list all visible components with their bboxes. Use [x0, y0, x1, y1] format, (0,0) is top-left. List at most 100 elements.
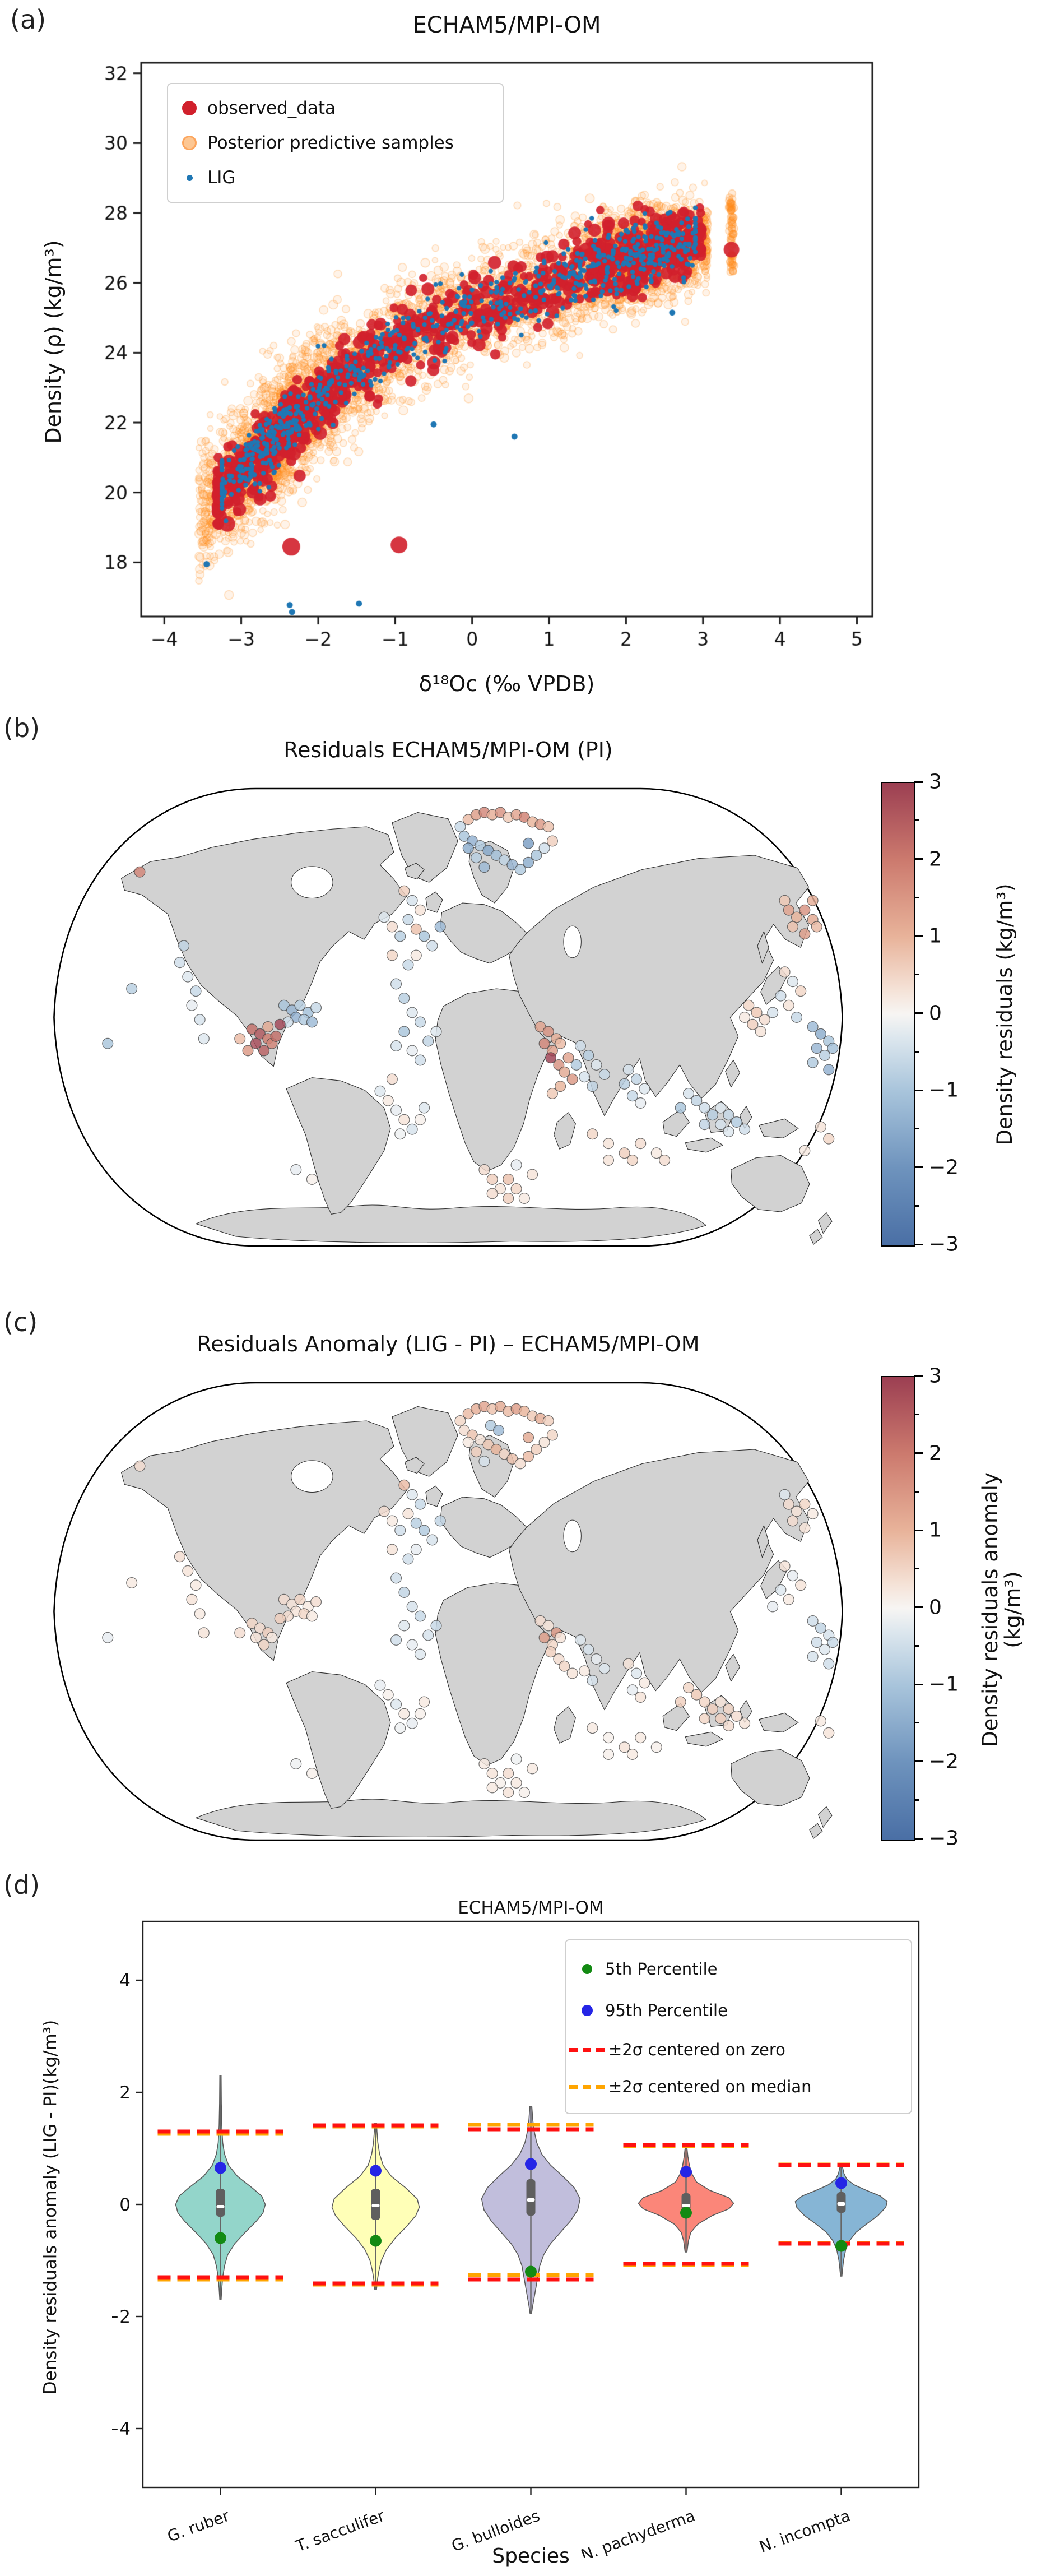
map-data-point: [479, 1759, 490, 1769]
map-data-point: [427, 1535, 438, 1545]
colorbar-tick-mark: [914, 1375, 923, 1377]
map-data-point: [187, 1000, 197, 1011]
colorbar-tick-mark: [914, 858, 923, 860]
lake: [291, 1461, 333, 1493]
lake: [291, 867, 333, 898]
map-data-point: [431, 1026, 441, 1037]
map-data-point: [759, 1014, 770, 1025]
map-data-point: [527, 1169, 538, 1180]
map-data-point: [190, 986, 201, 997]
map-data-point: [827, 1043, 838, 1054]
map-data-point: [575, 1041, 586, 1051]
map-data-point: [583, 1050, 594, 1061]
map-data-point: [627, 1749, 638, 1760]
map-data-point: [807, 1616, 818, 1627]
map-data-point: [391, 1573, 402, 1583]
world-map-residuals-pi: [48, 779, 849, 1255]
map-data-point: [799, 1146, 810, 1156]
colorbar-tick-mark: [914, 1683, 923, 1685]
map-data-point: [471, 853, 482, 863]
map-data-point: [543, 1026, 554, 1037]
colorbar-tick-label: 0: [929, 1596, 942, 1619]
colorbar-tick-mark: [914, 781, 923, 783]
legend-label: 95th Percentile: [605, 2001, 728, 2020]
panel-c-tag: (c): [3, 1307, 38, 1337]
map-data-point: [243, 1045, 253, 1056]
map-data-point: [619, 1742, 630, 1753]
map-data-point: [395, 931, 406, 942]
map-data-point: [511, 1778, 522, 1789]
continent-landmass: [196, 1205, 706, 1243]
continent-landmass: [392, 813, 458, 883]
map-data-point: [395, 1129, 406, 1139]
continent-landmass: [405, 1457, 424, 1473]
map-data-point: [391, 1635, 402, 1646]
map-data-point: [419, 1102, 430, 1113]
map-data-point: [783, 1499, 794, 1509]
map-data-point: [415, 905, 426, 915]
map-data-point: [811, 1043, 822, 1054]
map-data-point: [198, 1034, 209, 1044]
violin-median-tick: [682, 2204, 690, 2207]
map-data-point: [816, 1122, 826, 1132]
colorbar-tick-label: 2: [929, 847, 942, 870]
panel-b-tag: (b): [3, 713, 40, 743]
map-data-point: [816, 1623, 826, 1633]
map-data-point: [783, 1594, 794, 1605]
legend-item-2sigma-median: ±2σ centered on median: [569, 2068, 908, 2105]
map-data-point: [627, 1091, 638, 1101]
panel-a-legend: observed_data Posterior predictive sampl…: [167, 83, 504, 203]
colorbar-tick-label: 0: [929, 1002, 942, 1025]
colorbar-anomaly-label-line1: Density residuals anomaly: [978, 1472, 1002, 1747]
map-data-point: [190, 1580, 201, 1591]
map-data-point: [539, 1038, 550, 1049]
colorbar-residuals-label: Density residuals (kg/m³): [993, 883, 1017, 1146]
lig-marker-icon: [171, 174, 207, 181]
map-data-point: [295, 1000, 305, 1011]
map-data-point: [295, 1594, 305, 1605]
map-data-point: [407, 1045, 417, 1056]
map-data-point: [631, 1074, 642, 1085]
map-data-point: [403, 1508, 413, 1519]
colorbar-tick-mark: [914, 935, 923, 937]
legend-item-observed: observed_data: [171, 91, 499, 126]
legend-item-lig: LIG: [171, 160, 499, 195]
map-data-point: [127, 984, 137, 994]
continent-landmass: [426, 1486, 443, 1507]
map-data-point: [740, 1012, 750, 1023]
map-data-point: [479, 1165, 490, 1175]
percentile5-dot: [215, 2232, 226, 2244]
map-data-point: [503, 1768, 514, 1779]
colorbar-tick-label: 3: [929, 770, 942, 794]
map-data-point: [543, 1620, 554, 1631]
map-data-point: [723, 1110, 734, 1120]
map-data-point: [591, 1060, 602, 1071]
violin-median-tick: [527, 2198, 535, 2202]
species-tick-label: G. ruber: [165, 2506, 232, 2546]
map-data-point: [395, 1525, 406, 1536]
map-data-point: [707, 1704, 718, 1715]
panel-d-tag: (d): [3, 1870, 40, 1900]
percentile95-dot: [525, 2158, 537, 2170]
map-data-point: [198, 1628, 209, 1638]
map-data-point: [807, 1651, 818, 1662]
map-data-point: [263, 1022, 273, 1032]
map-data-point: [503, 1787, 514, 1798]
map-data-point: [824, 1727, 834, 1738]
map-data-point: [427, 940, 438, 951]
colorbar-tick-mark: [914, 1204, 919, 1207]
map-data-point: [419, 931, 430, 942]
map-data-point: [792, 912, 802, 923]
map-data-point: [547, 836, 557, 846]
map-data-point: [787, 1516, 798, 1526]
map-data-point: [415, 1499, 426, 1509]
map-data-point: [811, 921, 822, 932]
map-data-point: [411, 950, 421, 961]
continent-landmass: [122, 1421, 407, 1661]
map-data-point: [271, 1031, 281, 1042]
legend-label: LIG: [207, 168, 236, 188]
continent-landmass: [810, 1229, 822, 1244]
map-data-point: [503, 1174, 514, 1185]
map-data-point: [415, 1017, 426, 1027]
colorbar-tick-mark: [914, 1799, 919, 1801]
